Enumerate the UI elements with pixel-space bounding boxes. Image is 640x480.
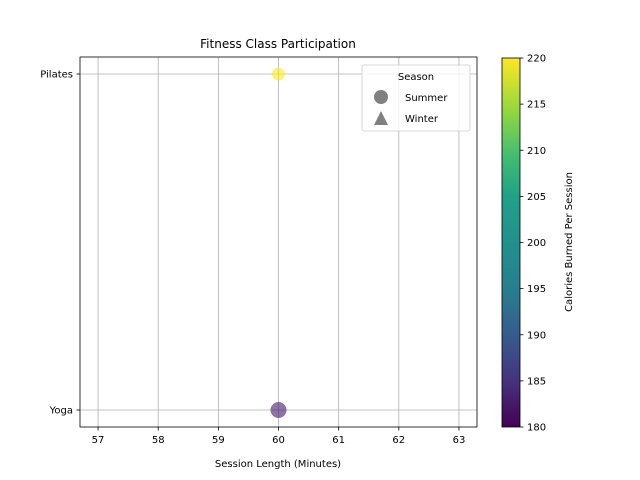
legend-entry-winter: Winter [405, 114, 439, 125]
colorbar-label: Calories Burned Per Session [564, 172, 575, 312]
x-axis-label: Session Length (Minutes) [215, 459, 341, 470]
colorbar-ticks: 180 185 190 195 200 205 210 215 220 [520, 54, 546, 434]
colorbar-tick-label: 195 [527, 284, 546, 295]
x-tick-label: 58 [152, 435, 165, 446]
data-point [270, 402, 287, 418]
x-tick-label: 61 [332, 435, 345, 446]
colorbar-tick-label: 185 [527, 376, 546, 387]
x-axis-ticks: 57 58 59 60 61 62 63 [92, 427, 466, 446]
colorbar-tick-label: 220 [527, 54, 546, 65]
colorbar: 180 185 190 195 200 205 210 215 220 Calories Bur… [501, 54, 575, 434]
x-tick-label: 59 [212, 435, 225, 446]
legend-circle-marker [374, 90, 388, 104]
x-tick-label: 60 [272, 435, 285, 446]
colorbar-tick-label: 190 [527, 330, 546, 341]
data-point [272, 67, 285, 81]
legend-title: Season [398, 72, 434, 83]
legend-entry-summer: Summer [405, 93, 448, 104]
y-tick-label: Pilates [40, 70, 73, 81]
legend: Season Summer Winter [361, 64, 471, 132]
x-tick-label: 63 [453, 435, 466, 446]
x-tick-label: 57 [92, 435, 105, 446]
legend-box [361, 64, 471, 132]
y-tick-label: Yoga [49, 406, 73, 417]
colorbar-tick-label: 180 [527, 423, 546, 434]
chart-title: Fitness Class Participation [200, 37, 356, 51]
data-points [270, 67, 287, 418]
colorbar-tick-label: 205 [527, 192, 546, 203]
colorbar-tick-label: 200 [527, 238, 546, 249]
colorbar-tick-label: 210 [527, 146, 546, 157]
colorbar-gradient [501, 57, 521, 428]
x-tick-label: 62 [392, 435, 405, 446]
y-axis-ticks: Yoga Pilates [40, 70, 80, 417]
colorbar-tick-label: 215 [527, 100, 546, 111]
legend-triangle-marker [374, 111, 388, 125]
